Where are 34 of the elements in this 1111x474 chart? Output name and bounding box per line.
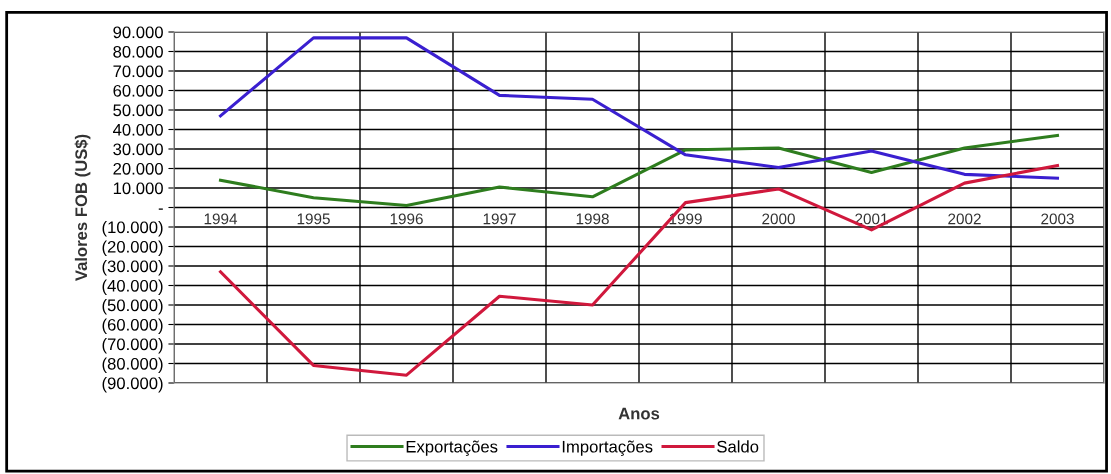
y-tick-label: 90.000 bbox=[113, 26, 163, 39]
y-axis-title: Valores FOB (US$) bbox=[74, 134, 91, 282]
y-tick-label: (20.000) bbox=[102, 240, 163, 256]
y-tick-label: (10.000) bbox=[102, 220, 163, 237]
legend-label: Exportações bbox=[406, 440, 498, 456]
y-tick-label: (50.000) bbox=[102, 298, 163, 315]
y-tick-label: (40.000) bbox=[102, 279, 163, 295]
x-tick-label: 2000 bbox=[762, 213, 795, 225]
y-tick-label: 50.000 bbox=[113, 104, 163, 117]
line-series bbox=[218, 133, 1060, 208]
y-tick-label: 30.000 bbox=[113, 143, 163, 156]
y-tick-label: (80.000) bbox=[102, 357, 163, 373]
y-tick-label: (70.000) bbox=[102, 337, 163, 354]
y-tick-label: 10.000 bbox=[113, 182, 163, 195]
y-tick-label: (90.000) bbox=[102, 376, 163, 393]
x-tick-label: 2003 bbox=[1041, 213, 1074, 225]
x-tick-label: 1996 bbox=[390, 213, 423, 225]
y-tick-label: (60.000) bbox=[102, 318, 163, 334]
y-tick-label: (30.000) bbox=[102, 259, 163, 276]
x-tick-label: 1995 bbox=[297, 213, 330, 225]
y-tick-label: 40.000 bbox=[112, 123, 163, 136]
x-tick-label: 1994 bbox=[204, 213, 238, 225]
y-tick-label: 60.000 bbox=[113, 84, 163, 97]
line-series bbox=[218, 36, 1060, 180]
y-tick-label: 80.000 bbox=[113, 45, 163, 58]
y-tick-label: 70.000 bbox=[113, 65, 163, 78]
legend-label: Importações bbox=[562, 440, 653, 456]
x-tick-label: 1997 bbox=[483, 213, 516, 225]
x-tick-label: 1998 bbox=[576, 213, 609, 225]
legend-label: Saldo bbox=[717, 440, 759, 453]
y-tick-label: - bbox=[158, 208, 163, 210]
x-tick-label: 2002 bbox=[948, 213, 981, 225]
x-axis-title: Anos bbox=[618, 407, 660, 420]
y-tick-label: 20.000 bbox=[113, 162, 163, 175]
